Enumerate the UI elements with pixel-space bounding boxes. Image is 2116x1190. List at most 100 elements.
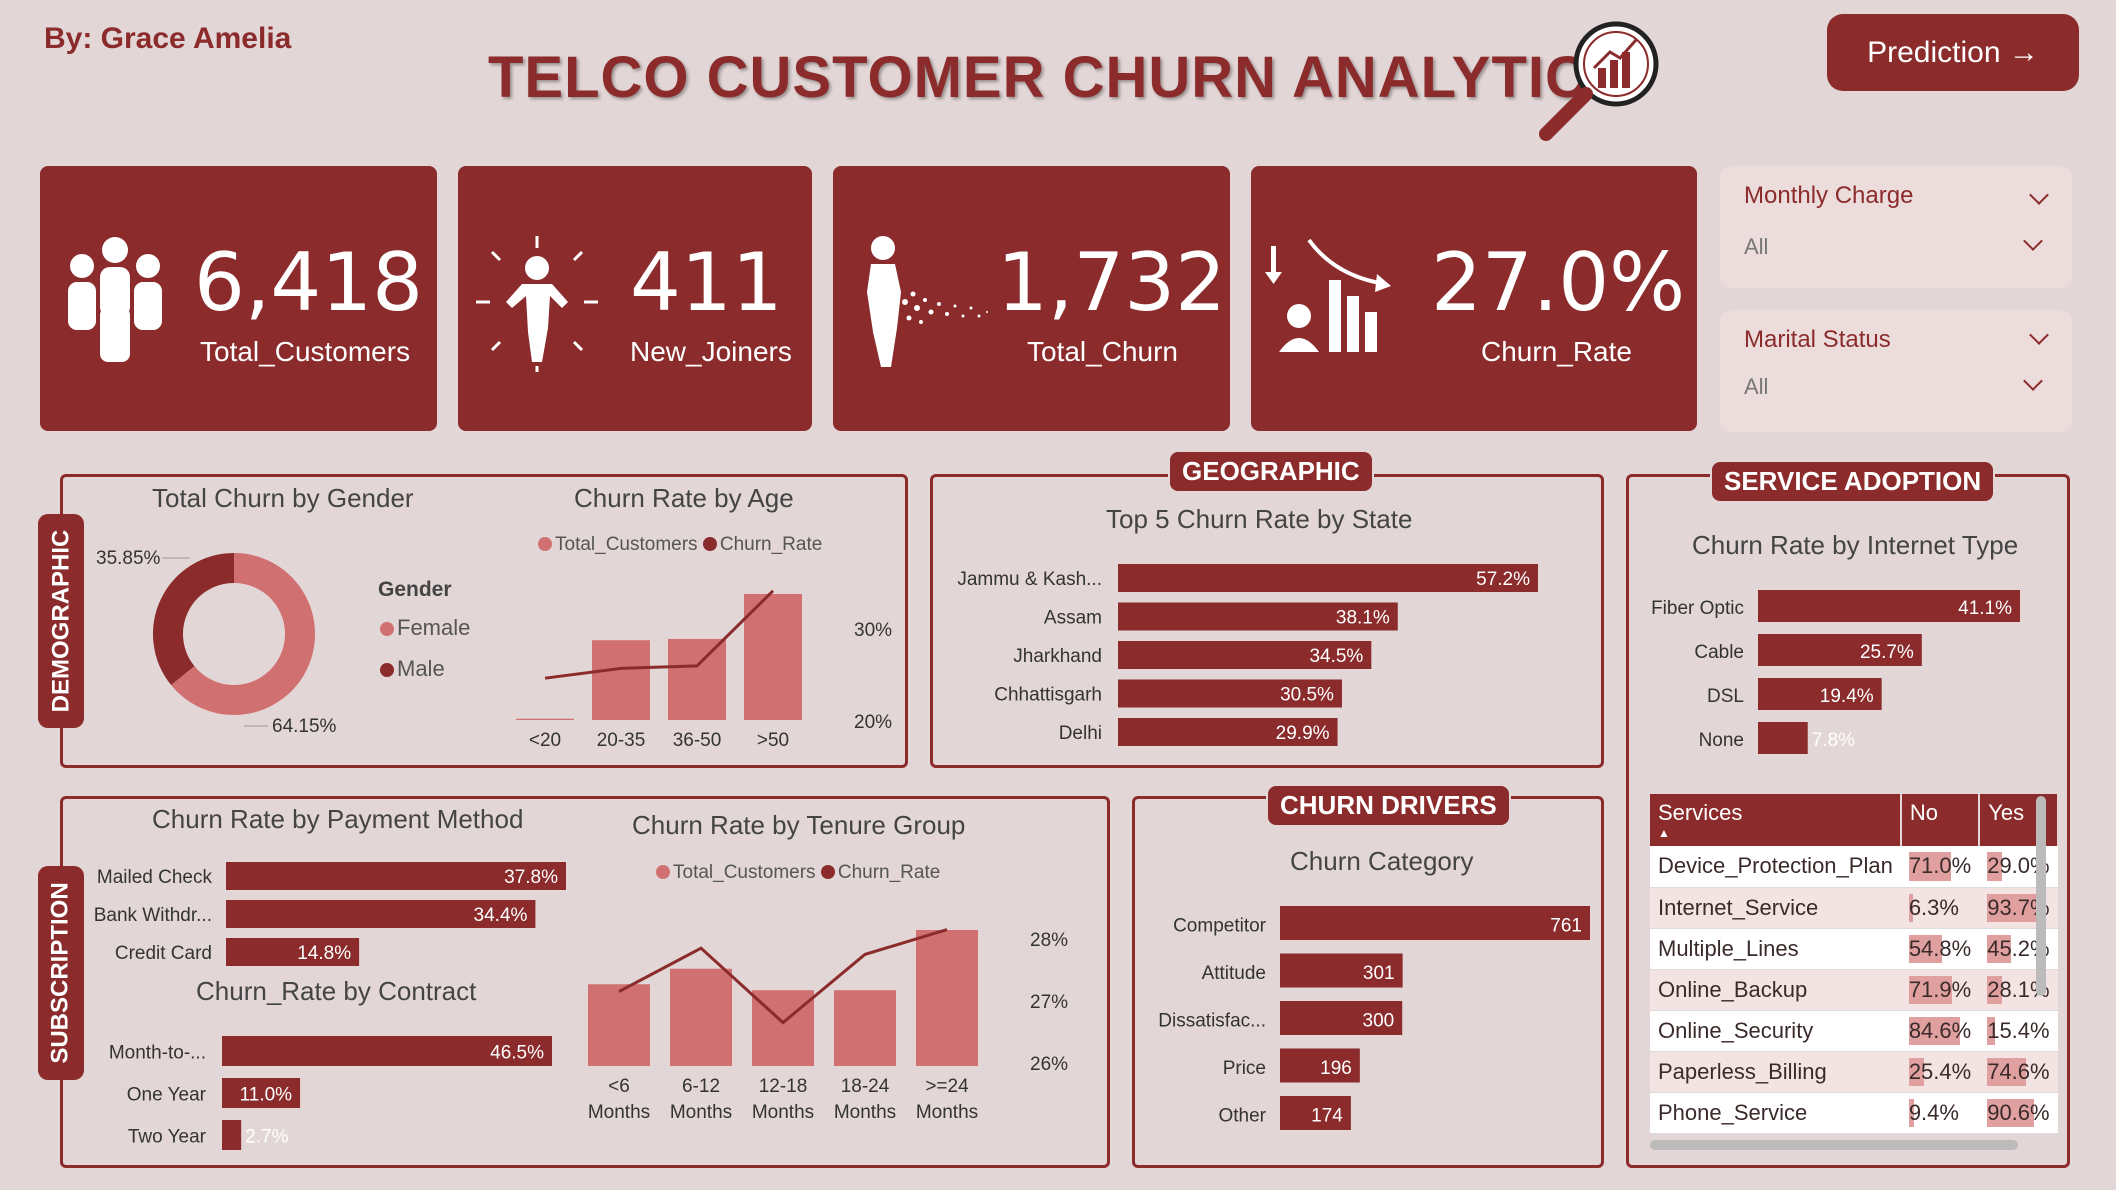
x-tick-label: 12-18 bbox=[759, 1076, 808, 1097]
kpi-value: 27.0% bbox=[1431, 236, 1686, 329]
magnifier-chart-icon bbox=[1539, 21, 1659, 141]
prediction-button[interactable]: Prediction → bbox=[1827, 14, 2079, 91]
data-label: 14.8% bbox=[297, 943, 351, 964]
bar bbox=[1118, 718, 1338, 746]
declining-chart-icon bbox=[1265, 238, 1391, 352]
chevron-down-icon[interactable] bbox=[2023, 231, 2043, 251]
x-tick-label: <6 bbox=[608, 1076, 630, 1097]
table-row[interactable]: Online_Security 84.6% 15.4% bbox=[1650, 1010, 2058, 1052]
category-label: One Year bbox=[127, 1085, 207, 1106]
bar bbox=[226, 862, 566, 890]
cell-service: Paperless_Billing bbox=[1650, 1051, 1901, 1093]
donut-slice-male bbox=[153, 553, 235, 686]
table-row[interactable]: Phone_Service 9.4% 90.6% bbox=[1650, 1092, 2058, 1134]
kpi-value: 411 bbox=[630, 236, 783, 329]
data-label: 57.2% bbox=[1476, 569, 1530, 590]
data-label-female: 64.15% bbox=[272, 716, 337, 737]
cell-databar bbox=[1908, 893, 1913, 922]
kpi-label: Total_Customers bbox=[200, 336, 411, 367]
chart-title-state: Top 5 Churn Rate by State bbox=[1106, 504, 1413, 534]
cell-databar bbox=[1908, 1016, 1960, 1045]
x-tick-label: Months bbox=[752, 1102, 814, 1123]
category-bar-chart: Competitor 761 Attitude 301 Dissatisfac... 30… bbox=[1158, 906, 1590, 1130]
filter-value[interactable]: All bbox=[1744, 374, 1769, 399]
category-label: Month-to-... bbox=[109, 1043, 206, 1064]
internet-bar-chart: Fiber Optic 41.1% Cable 25.7% DSL 19.4% None 7.… bbox=[1651, 590, 2020, 754]
section-tag-drivers: CHURN DRIVERS bbox=[1266, 784, 1511, 827]
cell-service: Online_Backup bbox=[1650, 969, 1901, 1011]
chart-title-internet: Churn Rate by Internet Type bbox=[1692, 530, 2019, 560]
filter-monthly-charge[interactable]: Monthly Charge All bbox=[1720, 166, 2072, 288]
x-tick-label: >=24 bbox=[925, 1076, 969, 1097]
table-row[interactable]: Internet_Service 6.3% 93.7% bbox=[1650, 887, 2058, 929]
y2-tick: 26% bbox=[1030, 1054, 1068, 1075]
chart-title-payment: Churn Rate by Payment Method bbox=[152, 804, 524, 834]
column-header-services[interactable]: Services ▲ bbox=[1650, 794, 1902, 846]
bar bbox=[1118, 679, 1342, 708]
column-header-no[interactable]: No bbox=[1900, 794, 1981, 846]
bar bbox=[222, 1078, 301, 1108]
table-vertical-scrollbar[interactable] bbox=[2036, 796, 2046, 996]
data-label: 29.9% bbox=[1276, 723, 1330, 744]
data-label: 30.5% bbox=[1280, 685, 1334, 706]
bar bbox=[1758, 634, 1922, 666]
bar bbox=[226, 900, 536, 928]
category-label: Jammu & Kash... bbox=[957, 569, 1102, 590]
data-label: 37.8% bbox=[504, 867, 558, 888]
kpi-label: Churn_Rate bbox=[1481, 336, 1632, 367]
cell-databar bbox=[1908, 975, 1952, 1004]
category-label: Price bbox=[1223, 1058, 1266, 1079]
table-horizontal-scrollbar[interactable] bbox=[1650, 1140, 2018, 1150]
cell-yes: 90.6% bbox=[1979, 1092, 2058, 1134]
x-tick-label: 18-24 bbox=[841, 1076, 890, 1097]
cell-service: Multiple_Lines bbox=[1650, 928, 1901, 970]
filter-title: Monthly Charge bbox=[1744, 182, 1914, 209]
category-label: Fiber Optic bbox=[1651, 598, 1744, 619]
data-label: 19.4% bbox=[1820, 686, 1874, 707]
category-label: Other bbox=[1218, 1106, 1266, 1127]
bar bbox=[226, 938, 360, 966]
table-row[interactable]: Device_Protection_Plan 71.0% 29.0% bbox=[1650, 846, 2058, 888]
bar-total-customers bbox=[670, 968, 732, 1066]
table-row[interactable]: Online_Backup 71.9% 28.1% bbox=[1650, 969, 2058, 1011]
chevron-down-icon[interactable] bbox=[2029, 185, 2049, 205]
data-label: 301 bbox=[1363, 963, 1395, 984]
category-label: Dissatisfac... bbox=[1158, 1011, 1266, 1032]
x-tick-label: Months bbox=[916, 1102, 978, 1123]
y2-tick: 30% bbox=[854, 620, 892, 641]
kpi-card-total-customers: 6,418 Total_Customers bbox=[40, 166, 437, 431]
chevron-down-icon[interactable] bbox=[2029, 325, 2049, 345]
data-label: 300 bbox=[1363, 1011, 1395, 1032]
table-row[interactable]: Multiple_Lines 54.8% 45.2% bbox=[1650, 928, 2058, 970]
section-tag-geographic: GEOGRAPHIC bbox=[1168, 450, 1374, 493]
data-label: 34.5% bbox=[1309, 646, 1363, 667]
author-credit: By: Grace Amelia bbox=[44, 22, 292, 55]
cell-service: Internet_Service bbox=[1650, 887, 1901, 929]
cell-value: 84.6% bbox=[1908, 1017, 1972, 1043]
legend-item-male: Male bbox=[380, 656, 445, 682]
table-row[interactable]: Paperless_Billing 25.4% 74.6% bbox=[1650, 1051, 2058, 1093]
legend-item-female: Female bbox=[380, 615, 470, 641]
bar-total-customers bbox=[588, 984, 650, 1066]
filter-value[interactable]: All bbox=[1744, 234, 1769, 259]
kpi-label: New_Joiners bbox=[630, 336, 792, 367]
chevron-down-icon[interactable] bbox=[2023, 371, 2043, 391]
cell-no: 54.8% bbox=[1900, 928, 1980, 970]
cell-yes: 74.6% bbox=[1979, 1051, 2058, 1093]
category-label: Jharkhand bbox=[1013, 646, 1102, 667]
kpi-card-churn-rate: 27.0% Churn_Rate bbox=[1251, 166, 1697, 431]
cell-no: 71.0% bbox=[1900, 846, 1980, 888]
kpi-value: 6,418 bbox=[194, 236, 424, 329]
bar bbox=[1280, 906, 1590, 940]
filter-marital-status[interactable]: Marital Status All bbox=[1720, 310, 2072, 432]
x-tick-label: 36-50 bbox=[673, 730, 722, 751]
chart-title-tenure: Churn Rate by Tenure Group bbox=[632, 810, 966, 840]
category-label: Bank Withdr... bbox=[94, 905, 212, 926]
cell-no: 9.4% bbox=[1900, 1092, 1980, 1134]
cell-databar bbox=[1987, 1098, 2035, 1127]
bar-total-customers bbox=[916, 930, 978, 1066]
cell-value: 90.6% bbox=[1987, 1099, 2050, 1125]
cell-value: 25.4% bbox=[1908, 1058, 1972, 1084]
kpi-label: Total_Churn bbox=[1027, 336, 1178, 367]
y2-tick: 28% bbox=[1030, 930, 1068, 951]
